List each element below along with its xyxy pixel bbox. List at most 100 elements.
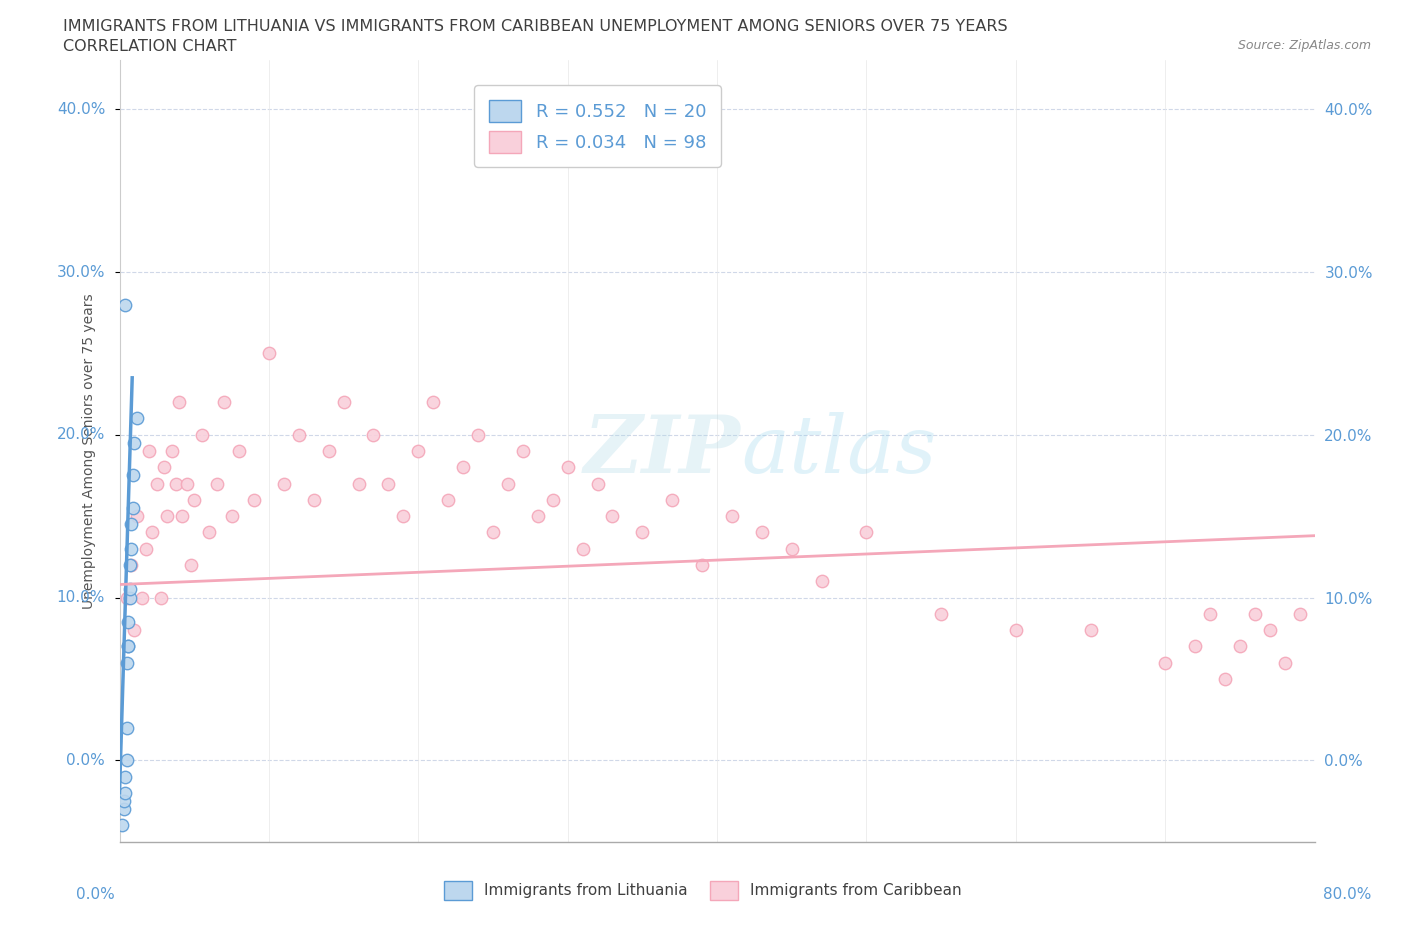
- Point: [1288, 606, 1310, 621]
- Point: [115, 655, 138, 670]
- Point: [121, 557, 143, 572]
- Point: [318, 444, 340, 458]
- Point: [111, 818, 134, 833]
- Text: 80.0%: 80.0%: [1323, 887, 1371, 902]
- Point: [118, 582, 141, 597]
- Point: [1080, 623, 1102, 638]
- Legend: R = 0.552   N = 20, R = 0.034   N = 98: R = 0.552 N = 20, R = 0.034 N = 98: [474, 86, 721, 167]
- Text: 40.0%: 40.0%: [56, 101, 105, 117]
- Point: [451, 460, 474, 474]
- Point: [153, 460, 176, 474]
- Point: [661, 493, 683, 508]
- Legend: Immigrants from Lithuania, Immigrants from Caribbean: Immigrants from Lithuania, Immigrants fr…: [439, 875, 967, 906]
- Point: [1199, 606, 1222, 621]
- Point: [1184, 639, 1206, 654]
- Point: [1213, 671, 1236, 686]
- Point: [112, 793, 135, 808]
- Point: [122, 500, 145, 515]
- Point: [332, 394, 354, 409]
- Point: [690, 557, 713, 572]
- Text: 20.0%: 20.0%: [56, 427, 105, 443]
- Point: [1005, 623, 1028, 638]
- Text: 30.0%: 30.0%: [56, 264, 105, 280]
- Point: [160, 444, 183, 458]
- Point: [751, 525, 773, 539]
- Text: CORRELATION CHART: CORRELATION CHART: [63, 39, 236, 54]
- Point: [165, 476, 187, 491]
- Point: [571, 541, 593, 556]
- Point: [422, 394, 444, 409]
- Point: [288, 427, 311, 442]
- Point: [1274, 655, 1296, 670]
- Point: [243, 493, 266, 508]
- Point: [221, 509, 243, 524]
- Point: [169, 394, 191, 409]
- Point: [150, 590, 173, 604]
- Point: [124, 623, 146, 638]
- Point: [467, 427, 489, 442]
- Point: [810, 574, 832, 589]
- Point: [1154, 655, 1177, 670]
- Point: [541, 493, 564, 508]
- Point: [117, 639, 139, 654]
- Point: [586, 476, 609, 491]
- Point: [115, 720, 138, 735]
- Point: [363, 427, 385, 442]
- Text: atlas: atlas: [741, 412, 936, 490]
- Point: [121, 541, 143, 556]
- Point: [112, 802, 135, 817]
- Point: [198, 525, 221, 539]
- Point: [347, 476, 370, 491]
- Point: [146, 476, 169, 491]
- Point: [392, 509, 415, 524]
- Point: [228, 444, 250, 458]
- Point: [602, 509, 624, 524]
- Point: [118, 557, 141, 572]
- Point: [127, 509, 149, 524]
- Point: [190, 427, 212, 442]
- Point: [156, 509, 179, 524]
- Point: [117, 639, 139, 654]
- Y-axis label: Unemployment Among Seniors over 75 years: Unemployment Among Seniors over 75 years: [82, 293, 96, 609]
- Text: 10.0%: 10.0%: [56, 590, 105, 605]
- Point: [512, 444, 534, 458]
- Point: [205, 476, 228, 491]
- Point: [1258, 623, 1281, 638]
- Point: [114, 297, 136, 312]
- Point: [121, 517, 143, 532]
- Point: [631, 525, 654, 539]
- Point: [212, 394, 235, 409]
- Point: [183, 493, 205, 508]
- Point: [135, 541, 157, 556]
- Point: [138, 444, 160, 458]
- Point: [496, 476, 519, 491]
- Point: [721, 509, 744, 524]
- Point: [127, 411, 149, 426]
- Point: [131, 590, 153, 604]
- Point: [115, 590, 138, 604]
- Point: [437, 493, 460, 508]
- Point: [527, 509, 550, 524]
- Point: [257, 346, 280, 361]
- Text: 0.0%: 0.0%: [66, 752, 105, 768]
- Point: [780, 541, 803, 556]
- Point: [273, 476, 295, 491]
- Point: [929, 606, 952, 621]
- Point: [408, 444, 430, 458]
- Point: [124, 435, 146, 450]
- Text: ZIP: ZIP: [583, 412, 741, 490]
- Text: IMMIGRANTS FROM LITHUANIA VS IMMIGRANTS FROM CARIBBEAN UNEMPLOYMENT AMONG SENIOR: IMMIGRANTS FROM LITHUANIA VS IMMIGRANTS …: [63, 19, 1008, 33]
- Text: 0.0%: 0.0%: [76, 887, 115, 902]
- Point: [1229, 639, 1251, 654]
- Point: [172, 509, 194, 524]
- Point: [114, 785, 136, 800]
- Point: [176, 476, 198, 491]
- Point: [482, 525, 505, 539]
- Point: [1244, 606, 1267, 621]
- Point: [180, 557, 202, 572]
- Point: [118, 590, 141, 604]
- Point: [114, 769, 136, 784]
- Text: Source: ZipAtlas.com: Source: ZipAtlas.com: [1237, 39, 1371, 52]
- Point: [122, 468, 145, 483]
- Point: [141, 525, 163, 539]
